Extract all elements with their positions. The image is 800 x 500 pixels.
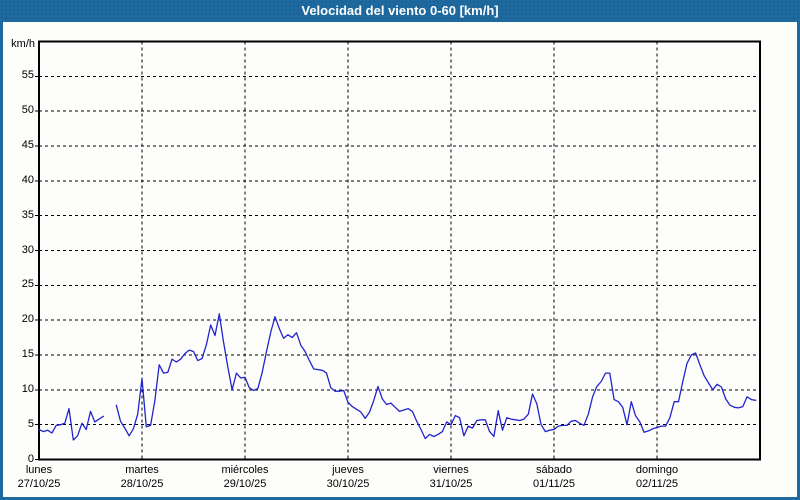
y-tick-label: 0 [27, 452, 34, 465]
day-date: 28/10/25 [120, 478, 164, 490]
day-date: 29/10/25 [223, 478, 267, 490]
day-name: martes [125, 464, 159, 476]
y-tick-label: 15 [21, 348, 34, 360]
day-name: jueves [332, 464, 364, 476]
day-name: sábado [535, 464, 573, 476]
y-axis-unit-label: km/h [11, 38, 35, 50]
chart-title-bar: Velocidad del viento 0-60 [km/h] [0, 0, 800, 22]
window-frame-left [0, 22, 3, 500]
y-tick-label: 35 [21, 208, 34, 221]
y-tick-label: 25 [21, 278, 34, 291]
y-tick-label: 5 [27, 417, 34, 430]
plot-border [38, 40, 761, 461]
day-name: lunes [25, 464, 53, 476]
day-label: martes 28/10/25 [100, 463, 184, 491]
day-date: 01/11/25 [532, 478, 575, 490]
window-frame-right [797, 22, 800, 500]
wind-speed-line [38, 313, 757, 441]
chart-title: Velocidad del viento 0-60 [km/h] [301, 3, 499, 18]
day-date: 30/10/25 [326, 478, 370, 490]
day-label: lunes 27/10/25 [0, 463, 81, 491]
day-name: viernes [433, 464, 469, 476]
day-name: domingo [635, 464, 679, 476]
day-label: viernes 31/10/25 [409, 463, 493, 491]
day-date: 27/10/25 [17, 478, 61, 490]
window-frame-bottom [0, 497, 800, 500]
day-label: sábado 01/11/25 [512, 463, 596, 491]
y-tick-label: 30 [21, 243, 34, 256]
day-name: miércoles [221, 464, 269, 476]
y-tick-label: 10 [21, 382, 34, 395]
y-tick-label: 20 [21, 313, 34, 326]
y-tick-label: 40 [21, 173, 34, 186]
day-label: miércoles 29/10/25 [203, 463, 287, 491]
y-tick-label: 55 [21, 69, 34, 82]
y-tick-label: 50 [21, 104, 34, 117]
day-label: domingo 02/11/25 [615, 463, 699, 491]
day-date: 02/11/25 [635, 478, 678, 490]
day-label: jueves 30/10/25 [306, 463, 390, 491]
y-tick-label: 45 [21, 139, 34, 151]
day-date: 31/10/25 [429, 478, 473, 490]
